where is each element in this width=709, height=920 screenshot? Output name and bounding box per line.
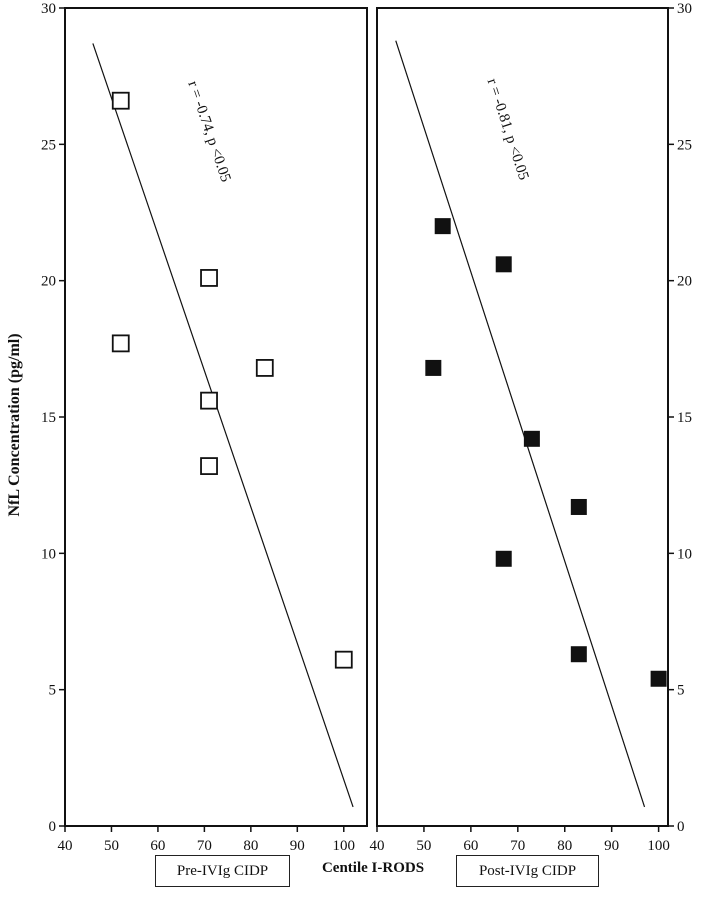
y-tick-label-pre: 5	[49, 683, 57, 699]
data-point-post	[570, 498, 587, 515]
legend-post-ivig: Post-IVIg CIDP	[456, 855, 599, 887]
x-tick-label-post: 100	[647, 838, 670, 854]
y-tick-label-pre: 30	[41, 1, 56, 17]
y-tick-label-pre: 0	[49, 819, 57, 835]
y-tick-label-post: 15	[677, 410, 692, 426]
x-axis-title: Centile I-RODS	[321, 860, 425, 876]
x-tick-label-pre: 50	[104, 838, 119, 854]
data-point-post	[523, 430, 540, 447]
x-tick-label-post: 60	[463, 838, 478, 854]
data-point-post	[425, 359, 442, 376]
plot-frame-post	[376, 7, 669, 827]
legend-post-label: Post-IVIg CIDP	[478, 862, 577, 879]
x-tick-label-pre: 40	[58, 838, 73, 854]
y-tick-label-pre: 25	[41, 137, 56, 153]
correlation-annotation-pre: r = -0.74, p <0.05	[184, 79, 233, 184]
y-tick-label-pre: 20	[41, 274, 56, 290]
x-tick-label-pre: 100	[333, 838, 356, 854]
data-point-post	[434, 218, 451, 235]
x-tick-label-pre: 60	[150, 838, 165, 854]
x-tick-label-post: 70	[510, 838, 525, 854]
data-point-pre	[111, 91, 130, 110]
data-point-pre	[200, 269, 218, 287]
y-tick-label-post: 5	[677, 683, 685, 699]
x-tick-label-post: 80	[557, 838, 572, 854]
x-tick-label-pre: 80	[243, 838, 258, 854]
x-tick-label-post: 40	[370, 838, 385, 854]
regression-line-pre	[92, 43, 354, 808]
y-tick-label-pre: 10	[41, 546, 56, 562]
y-tick-label-post: 10	[677, 546, 692, 562]
data-point-pre	[255, 359, 274, 377]
y-tick-label-post: 30	[677, 1, 692, 17]
data-point-pre	[200, 457, 218, 475]
y-tick-label-post: 0	[677, 819, 685, 835]
x-tick-label-pre: 90	[290, 838, 305, 854]
data-point-post	[495, 256, 512, 273]
data-point-pre	[200, 391, 218, 410]
y-axis-title: NfL Concentration (pg/ml)	[6, 333, 23, 516]
x-tick-label-pre: 70	[197, 838, 212, 854]
data-point-post	[570, 646, 587, 663]
data-point-post	[495, 550, 512, 567]
data-point-pre	[111, 334, 130, 353]
data-point-pre	[334, 650, 353, 669]
x-tick-label-post: 90	[604, 838, 619, 854]
right-panel-post-ivig: 40 50 60 70 80 90 100 0 5 10 15 20 25 30 r = -0.81, p …	[370, 1, 693, 854]
y-tick-label-post: 20	[677, 274, 692, 290]
correlation-annotation-post: r = -0.81, p <0.05	[484, 77, 532, 182]
y-tick-label-pre: 15	[41, 410, 56, 426]
y-tick-label-post: 25	[677, 137, 692, 153]
legend-pre-label: Pre-IVIg CIDP	[176, 862, 269, 879]
regression-line-post	[395, 40, 646, 808]
left-panel-pre-ivig: 40 50 60 70 80 90 100 0 5 10 15 20 25 30 r = -0.74, p …	[41, 1, 368, 854]
legend-pre-ivig: Pre-IVIg CIDP	[155, 855, 290, 887]
x-tick-label-post: 50	[416, 838, 431, 854]
data-point-post	[650, 670, 667, 687]
